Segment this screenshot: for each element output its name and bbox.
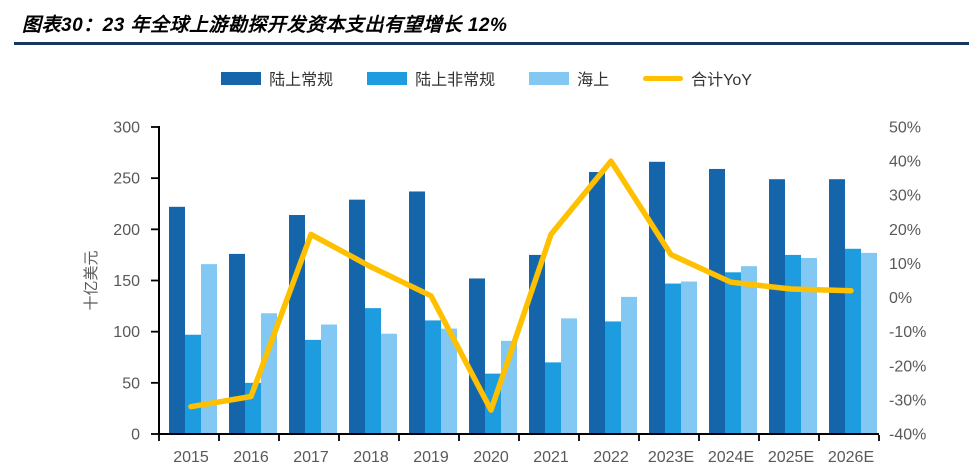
right-axis-tick-label: -40%: [889, 427, 926, 444]
bar-onshore-conventional-2022: [589, 172, 605, 434]
bar-onshore-conventional-2023E: [649, 161, 665, 434]
bar-onshore-unconventional-2023E: [665, 283, 681, 434]
left-axis-tick-label: 50: [122, 375, 140, 392]
x-axis-category-label: 2020: [473, 449, 509, 466]
legend-swatch-total-yoy-icon: [643, 75, 684, 81]
x-axis-category-label: 2023E: [648, 449, 694, 466]
chart-svg: 300 250 200 150 100 50 0 50% 40% 30% 20% 10% 0% -10% -…: [83, 120, 926, 467]
right-axis: 50% 40% 30% 20% 10% 0% -10% -20% -30% -40%: [889, 120, 926, 444]
left-axis-tick-label: 250: [113, 171, 140, 188]
legend-item-total-yoy: 合计YoY: [643, 66, 752, 90]
bar-onshore-conventional-2019: [409, 191, 425, 434]
bar-onshore-unconventional-2021: [545, 362, 561, 434]
bar-onshore-conventional-2025E: [769, 179, 785, 434]
x-axis-category-label: 2018: [353, 449, 389, 466]
legend-item-offshore: 海上: [529, 66, 609, 90]
legend-label-offshore: 海上: [577, 72, 610, 89]
legend-swatch-onshore-unconventional-icon: [367, 71, 408, 85]
legend-swatch-offshore-icon: [529, 71, 570, 85]
bar-onshore-conventional-2024E: [709, 168, 725, 434]
legend-item-onshore-unconventional: 陆上非常规: [367, 66, 495, 90]
left-axis-tick-label: 0: [131, 427, 140, 444]
x-axis-category-label: 2015: [173, 449, 209, 466]
bar-offshore-2019: [441, 328, 457, 434]
legend-item-onshore-conventional: 陆上常规: [221, 66, 333, 90]
x-axis-category-label: 2024E: [708, 449, 754, 466]
bar-onshore-unconventional-2018: [365, 308, 381, 434]
title-underline-rule: [14, 42, 969, 45]
x-axis-category-label: 2016: [233, 449, 269, 466]
bar-onshore-unconventional-2025E: [785, 254, 801, 434]
chart-legend: 陆上常规 陆上非常规 海上 合计YoY: [0, 66, 973, 90]
bar-onshore-unconventional-2017: [305, 339, 321, 434]
left-axis-title: 十亿美元: [83, 250, 100, 310]
bars-offshore: [201, 252, 877, 434]
bar-onshore-conventional-2016: [229, 253, 245, 434]
bar-onshore-unconventional-2019: [425, 320, 441, 434]
bar-onshore-unconventional-2022: [605, 321, 621, 434]
bar-offshore-2018: [381, 333, 397, 434]
x-axis-category-label: 2017: [293, 449, 329, 466]
x-axis-category-label: 2025E: [768, 449, 814, 466]
bar-onshore-conventional-2026E: [829, 179, 845, 434]
right-axis-tick-label: -30%: [889, 392, 926, 409]
right-axis-tick-label: 0%: [889, 290, 912, 307]
right-axis-tick-label: 20%: [889, 222, 921, 239]
x-axis-category-label: 2019: [413, 449, 449, 466]
bar-offshore-2025E: [801, 257, 817, 434]
legend-swatch-onshore-conventional-icon: [221, 71, 262, 85]
left-axis-tick-label: 100: [113, 324, 140, 341]
legend-label-total-yoy: 合计YoY: [691, 72, 752, 89]
bar-offshore-2024E: [741, 266, 757, 434]
bar-onshore-unconventional-2026E: [845, 248, 861, 434]
right-axis-tick-label: 10%: [889, 256, 921, 273]
bar-offshore-2026E: [861, 252, 877, 434]
bar-onshore-conventional-2018: [349, 199, 365, 434]
line-total-yoy: [188, 158, 854, 413]
x-axis: 2015 2016 2017 2018 2019 2020 2021 2022 2023E 202…: [158, 435, 880, 466]
x-axis-category-label: 2026E: [828, 449, 874, 466]
bar-offshore-2021: [561, 318, 577, 434]
bar-offshore-2017: [321, 324, 337, 434]
bar-onshore-unconventional-2024E: [725, 272, 741, 434]
right-axis-tick-label: 30%: [889, 188, 921, 205]
right-axis-tick-label: -10%: [889, 324, 926, 341]
left-axis-tick-label: 150: [113, 273, 140, 290]
x-axis-category-label: 2022: [593, 449, 629, 466]
bars-onshore-unconventional: [185, 248, 861, 434]
right-axis-tick-label: 50%: [889, 120, 921, 137]
bar-offshore-2015: [201, 264, 217, 434]
left-axis-tick-label: 200: [113, 222, 140, 239]
bar-onshore-conventional-2021: [529, 254, 545, 434]
legend-label-onshore-unconventional: 陆上非常规: [415, 72, 496, 89]
right-axis-tick-label: 40%: [889, 154, 921, 171]
legend-label-onshore-conventional: 陆上常规: [269, 72, 334, 89]
left-axis: 300 250 200 150 100 50 0: [113, 120, 159, 444]
chart-title: 图表30：23 年全球上游勘探开发资本支出有望增长 12%: [22, 15, 508, 36]
bar-onshore-unconventional-2015: [185, 334, 201, 434]
bar-offshore-2022: [621, 296, 637, 434]
bar-offshore-2023E: [681, 281, 697, 434]
right-axis-tick-label: -20%: [889, 358, 926, 375]
x-axis-category-label: 2021: [533, 449, 569, 466]
left-axis-tick-label: 300: [113, 120, 140, 137]
bar-onshore-conventional-2017: [289, 215, 305, 434]
bar-onshore-conventional-2020: [469, 278, 485, 434]
chart-plot-area: 300 250 200 150 100 50 0 50% 40% 30% 20% 10% 0% -10% -…: [0, 110, 973, 476]
bar-onshore-conventional-2015: [169, 206, 185, 434]
